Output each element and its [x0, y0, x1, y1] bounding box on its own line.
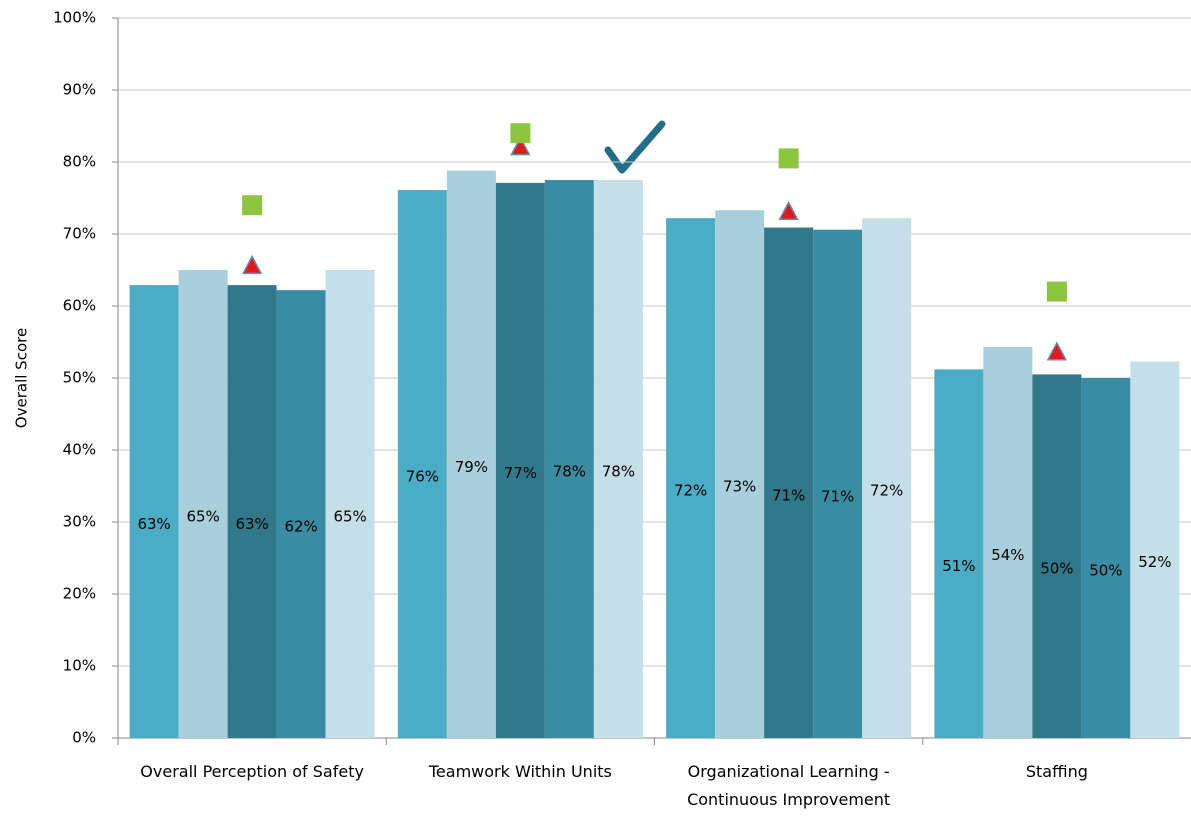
- bar: [446, 170, 496, 738]
- benchmark-triangle: [1046, 341, 1068, 361]
- bar: [178, 270, 228, 738]
- data-label: 73%: [723, 478, 756, 496]
- y-tick-label: 80%: [63, 153, 96, 171]
- bar: [397, 190, 447, 738]
- benchmark-square: [510, 123, 531, 144]
- data-label: 77%: [504, 464, 537, 482]
- data-label: 52%: [1138, 553, 1171, 571]
- benchmark-triangle: [778, 200, 799, 221]
- data-label: 63%: [235, 515, 268, 533]
- bar: [862, 218, 912, 738]
- y-tick-label: 70%: [63, 225, 96, 243]
- data-label: 50%: [1089, 562, 1122, 580]
- bar: [593, 180, 643, 738]
- data-label: 65%: [186, 508, 219, 526]
- bar: [495, 182, 545, 738]
- bar: [666, 218, 716, 738]
- data-label: 79%: [455, 458, 488, 476]
- x-tick-label: Overall Perception of Safety: [140, 762, 364, 781]
- checkmark: [604, 120, 666, 174]
- data-label: 62%: [284, 518, 317, 536]
- bar: [276, 290, 326, 738]
- bar: [813, 229, 863, 738]
- bar: [1130, 361, 1180, 738]
- y-tick-label: 40%: [63, 441, 96, 459]
- bar: [764, 227, 814, 738]
- bar: [129, 285, 179, 738]
- x-tick-label: Staffing: [1025, 762, 1088, 781]
- data-label: 54%: [991, 546, 1024, 564]
- y-tick-label: 0%: [72, 729, 96, 747]
- y-tick-label: 20%: [63, 585, 96, 603]
- x-tick-label: Teamwork Within Units: [428, 762, 612, 781]
- data-label: 71%: [821, 487, 854, 505]
- benchmark-square: [1046, 281, 1067, 302]
- y-tick-label: 10%: [63, 657, 96, 675]
- y-tick-label: 50%: [63, 369, 96, 387]
- y-axis-label: Overall Score: [13, 328, 31, 428]
- data-label: 78%: [602, 463, 635, 481]
- benchmark-triangle: [510, 135, 531, 156]
- bar: [934, 369, 984, 738]
- bar: [1081, 378, 1131, 738]
- y-tick-label: 60%: [63, 297, 96, 315]
- x-tick-label: Organizational Learning - Continuous Imp…: [687, 762, 891, 809]
- y-tick-label: 90%: [63, 81, 96, 99]
- data-label: 76%: [406, 468, 439, 486]
- y-tick-label: 30%: [63, 513, 96, 531]
- bar: [325, 270, 375, 738]
- benchmark-square: [778, 148, 799, 169]
- data-label: 63%: [137, 515, 170, 533]
- data-label: 78%: [553, 463, 586, 481]
- benchmark-square: [242, 195, 263, 216]
- bar: [1032, 374, 1082, 738]
- data-label: 72%: [674, 482, 707, 500]
- bar: [983, 347, 1033, 738]
- bar: [227, 285, 277, 738]
- data-label: 71%: [772, 486, 805, 504]
- data-label: 65%: [333, 508, 366, 526]
- data-label: 72%: [870, 482, 903, 500]
- bar: [715, 210, 765, 739]
- y-tick-label: 100%: [53, 9, 96, 27]
- data-label: 50%: [1040, 560, 1073, 578]
- benchmark-triangle: [241, 254, 263, 275]
- data-label: 51%: [942, 557, 975, 575]
- bar: [544, 180, 594, 738]
